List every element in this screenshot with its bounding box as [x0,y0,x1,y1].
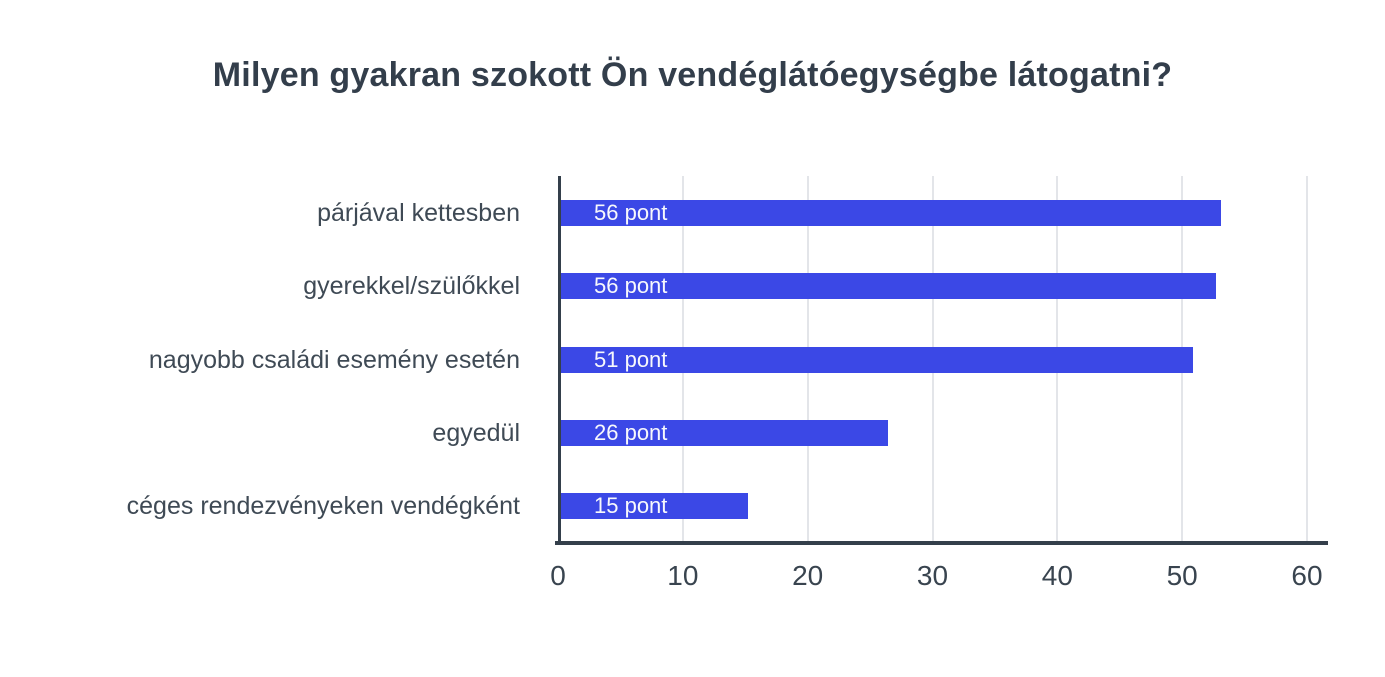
bar-value-label: 51 pont [594,346,668,372]
category-label: párjával kettesben [317,198,520,227]
category-label: egyedül [432,418,520,447]
x-tick-label: 10 [667,560,699,591]
y-axis-line [558,176,561,543]
x-tick-label: 60 [1291,560,1323,591]
category-label: nagyobb családi esemény esetén [148,345,520,374]
bar-value-label: 56 pont [594,273,668,299]
category-label: gyerekkel/szülőkkel [303,272,520,301]
bar: 26 pont [561,419,889,446]
x-axis-line [555,541,1328,545]
bar-value-label: 15 pont [594,493,668,519]
bar-value-label: 56 pont [594,199,668,225]
bar: 56 pont [561,273,1217,300]
x-tick-label: 30 [916,560,949,591]
x-tick-label: 0 [550,560,566,591]
bar-value-label: 26 pont [594,419,668,445]
gridline-60 [1306,176,1308,543]
bar: 56 pont [561,199,1222,226]
chart-title: Milyen gyakran szokott Ön vendéglátóegys… [212,56,1173,94]
bar: 51 pont [561,346,1193,373]
bar: 15 pont [561,493,749,520]
x-tick-label: 40 [1041,560,1073,591]
plot-area: 56 pont 56 pont 51 pont 26 pont 15 pont [558,176,1308,543]
x-tick-label: 50 [1166,560,1198,591]
category-label: céges rendezvényeken vendégként [126,492,520,521]
x-tick-label: 20 [792,560,824,591]
